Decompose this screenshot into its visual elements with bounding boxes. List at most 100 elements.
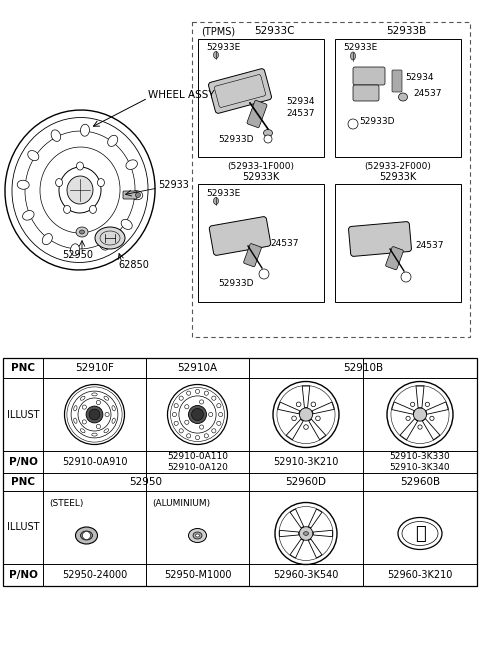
Text: 52910-3K330
52910-3K340: 52910-3K330 52910-3K340	[390, 453, 450, 472]
Text: 24537: 24537	[286, 109, 314, 117]
Text: 52933B: 52933B	[386, 26, 426, 36]
Ellipse shape	[28, 151, 39, 160]
Circle shape	[212, 429, 216, 433]
Text: 52933D: 52933D	[218, 280, 254, 288]
Bar	[198, 184, 324, 302]
Ellipse shape	[112, 418, 115, 423]
Text: 52934: 52934	[405, 73, 433, 81]
Text: (52933-2F000): (52933-2F000)	[365, 162, 432, 172]
Circle shape	[401, 272, 411, 282]
Circle shape	[304, 424, 308, 429]
Ellipse shape	[350, 52, 356, 60]
Ellipse shape	[108, 136, 118, 147]
Ellipse shape	[76, 162, 84, 170]
Circle shape	[418, 425, 422, 429]
Text: 52933E: 52933E	[343, 43, 377, 52]
Ellipse shape	[23, 210, 34, 220]
Text: 52910A: 52910A	[178, 363, 217, 373]
Text: 52950: 52950	[62, 250, 94, 260]
Text: Ⓗ: Ⓗ	[415, 525, 425, 542]
Text: 52933K: 52933K	[242, 172, 280, 182]
Ellipse shape	[67, 176, 93, 204]
Text: ILLUST: ILLUST	[7, 409, 39, 419]
Ellipse shape	[71, 244, 80, 255]
Text: 52960-3K540: 52960-3K540	[273, 570, 339, 580]
Circle shape	[89, 409, 100, 420]
Ellipse shape	[56, 179, 62, 187]
Text: 24537: 24537	[270, 240, 299, 248]
Circle shape	[296, 402, 301, 407]
Circle shape	[212, 396, 216, 400]
Bar	[198, 39, 324, 157]
Circle shape	[174, 421, 178, 426]
FancyBboxPatch shape	[348, 221, 411, 256]
FancyBboxPatch shape	[392, 70, 402, 92]
FancyBboxPatch shape	[353, 85, 379, 101]
Bar	[335, 184, 461, 302]
Ellipse shape	[112, 405, 115, 411]
Circle shape	[406, 416, 410, 421]
Ellipse shape	[303, 532, 309, 535]
FancyBboxPatch shape	[247, 100, 267, 128]
Circle shape	[218, 413, 223, 417]
Ellipse shape	[97, 179, 105, 187]
Circle shape	[195, 389, 200, 394]
FancyBboxPatch shape	[208, 69, 272, 113]
Text: 52910-0A110
52910-0A120: 52910-0A110 52910-0A120	[167, 453, 228, 472]
Circle shape	[200, 400, 204, 404]
Ellipse shape	[398, 93, 408, 101]
Ellipse shape	[42, 234, 52, 245]
Circle shape	[348, 119, 358, 129]
Ellipse shape	[264, 130, 273, 136]
Circle shape	[82, 405, 86, 409]
Text: 24537: 24537	[415, 242, 444, 250]
Ellipse shape	[74, 405, 77, 411]
Circle shape	[96, 400, 100, 405]
Circle shape	[185, 405, 189, 409]
Text: P/NO: P/NO	[9, 570, 37, 580]
Ellipse shape	[92, 393, 97, 396]
Ellipse shape	[214, 52, 218, 58]
Text: (52933-1F000): (52933-1F000)	[228, 162, 295, 172]
FancyBboxPatch shape	[209, 217, 271, 255]
Circle shape	[209, 413, 213, 417]
Circle shape	[187, 434, 191, 438]
Text: 24537: 24537	[413, 88, 442, 98]
Ellipse shape	[74, 418, 77, 423]
Text: 52960B: 52960B	[400, 477, 440, 487]
Text: 52933C: 52933C	[254, 26, 294, 36]
Ellipse shape	[17, 180, 29, 189]
Circle shape	[174, 403, 178, 408]
Circle shape	[300, 408, 312, 421]
Ellipse shape	[80, 396, 85, 400]
Text: WHEEL ASSY: WHEEL ASSY	[148, 90, 215, 100]
Text: P/NO: P/NO	[9, 457, 37, 467]
Circle shape	[410, 402, 415, 407]
Ellipse shape	[104, 429, 108, 433]
Circle shape	[299, 527, 313, 540]
Ellipse shape	[104, 396, 108, 400]
Circle shape	[187, 391, 191, 395]
Circle shape	[105, 413, 109, 417]
Text: 52950: 52950	[130, 477, 163, 487]
Bar	[3, 358, 477, 586]
Ellipse shape	[63, 206, 71, 214]
Text: 52933D: 52933D	[359, 117, 395, 126]
Circle shape	[217, 421, 221, 426]
Circle shape	[192, 409, 204, 421]
Text: 52910F: 52910F	[75, 363, 114, 373]
Ellipse shape	[193, 532, 202, 539]
Circle shape	[195, 436, 200, 440]
Text: PNC: PNC	[11, 477, 35, 487]
Circle shape	[86, 406, 103, 423]
FancyBboxPatch shape	[353, 67, 385, 85]
Text: (STEEL): (STEEL)	[49, 499, 84, 508]
Ellipse shape	[81, 531, 93, 540]
Ellipse shape	[214, 198, 218, 204]
Text: 52933K: 52933K	[379, 172, 417, 182]
Text: 52934: 52934	[286, 96, 314, 105]
Text: PNC: PNC	[11, 363, 35, 373]
Circle shape	[292, 416, 296, 421]
Circle shape	[96, 424, 100, 428]
Text: ILLUST: ILLUST	[7, 523, 39, 533]
